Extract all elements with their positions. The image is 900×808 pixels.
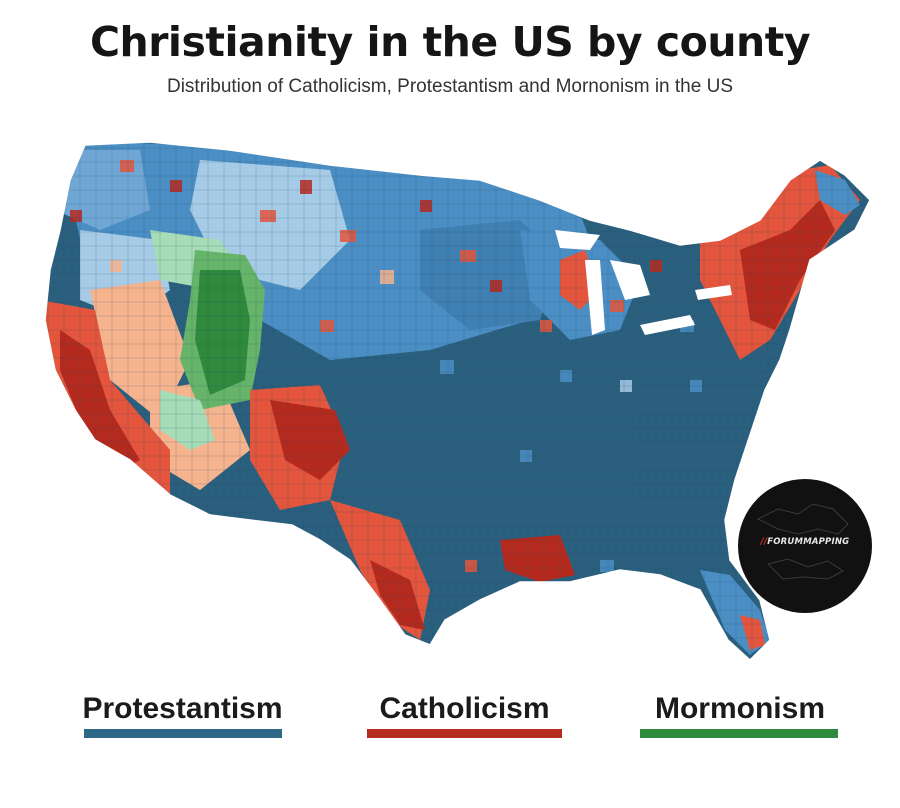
speckle-19 [620, 380, 632, 392]
us-county-map [0, 120, 900, 680]
speckle-14 [560, 370, 572, 382]
speckle-17 [110, 260, 122, 272]
region-catholic-light-nevada [90, 280, 190, 420]
forummapping-logo-text: //FORUMMAPPING [760, 537, 850, 547]
page-title: Christianity in the US by county [89, 18, 811, 66]
forummapping-logo-badge: //FORUMMAPPING [738, 479, 872, 613]
page-subtitle: Distribution of Catholicism, Protestanti… [166, 76, 733, 97]
region-mormon-light-arizona [160, 390, 215, 450]
lake-superior [555, 230, 600, 250]
region-protestant-maine [815, 170, 860, 215]
legend-item-mormonism: Mormonism [640, 692, 840, 738]
region-mormon-dark-utah [195, 270, 250, 395]
region-catholic-dark-new-mexico [270, 400, 350, 480]
map-svg [44, 141, 871, 661]
legend-swatch-catholicism [367, 729, 562, 738]
speckle-23 [600, 560, 614, 572]
legend: Protestantism Catholicism Mormonism [0, 692, 900, 752]
legend-label-mormonism: Mormonism [654, 692, 825, 725]
speckle-8 [460, 250, 476, 262]
legend-item-catholicism: Catholicism [367, 692, 562, 738]
lake-huron [610, 260, 650, 300]
speckle-6 [380, 270, 394, 284]
region-catholic-dark-new-england [740, 200, 835, 330]
region-catholic-dark-louisiana [500, 535, 575, 582]
lake-ontario [695, 285, 732, 300]
legend-label-protestantism: Protestantism [82, 692, 283, 725]
speckle-4 [300, 180, 312, 194]
speckle-21 [520, 450, 532, 462]
region-catholic-dark-south-texas [370, 560, 425, 630]
legend-swatch-protestantism [84, 729, 282, 738]
region-catholic-mid-south-florida [740, 615, 765, 650]
speckle-2 [170, 180, 182, 192]
speckle-16 [320, 320, 334, 332]
lake-erie [640, 315, 695, 335]
legend-label-catholicism: Catholicism [379, 692, 550, 725]
speckle-1 [120, 160, 134, 172]
county-speckles [70, 160, 702, 572]
region-catholic-dark-california [60, 330, 140, 475]
lake-michigan [585, 260, 605, 335]
world-map-icon [756, 503, 849, 580]
speckle-18 [70, 210, 82, 222]
speckle-15 [440, 360, 454, 374]
speckle-12 [650, 260, 662, 272]
speckle-11 [610, 300, 624, 312]
legend-swatch-mormonism [640, 729, 838, 738]
speckle-9 [490, 280, 502, 292]
speckle-5 [340, 230, 356, 242]
speckle-3 [260, 210, 276, 222]
speckle-20 [690, 380, 702, 392]
speckle-22 [465, 560, 477, 572]
legend-item-protestantism: Protestantism [70, 692, 295, 738]
speckle-7 [420, 200, 432, 212]
speckle-10 [540, 320, 552, 332]
